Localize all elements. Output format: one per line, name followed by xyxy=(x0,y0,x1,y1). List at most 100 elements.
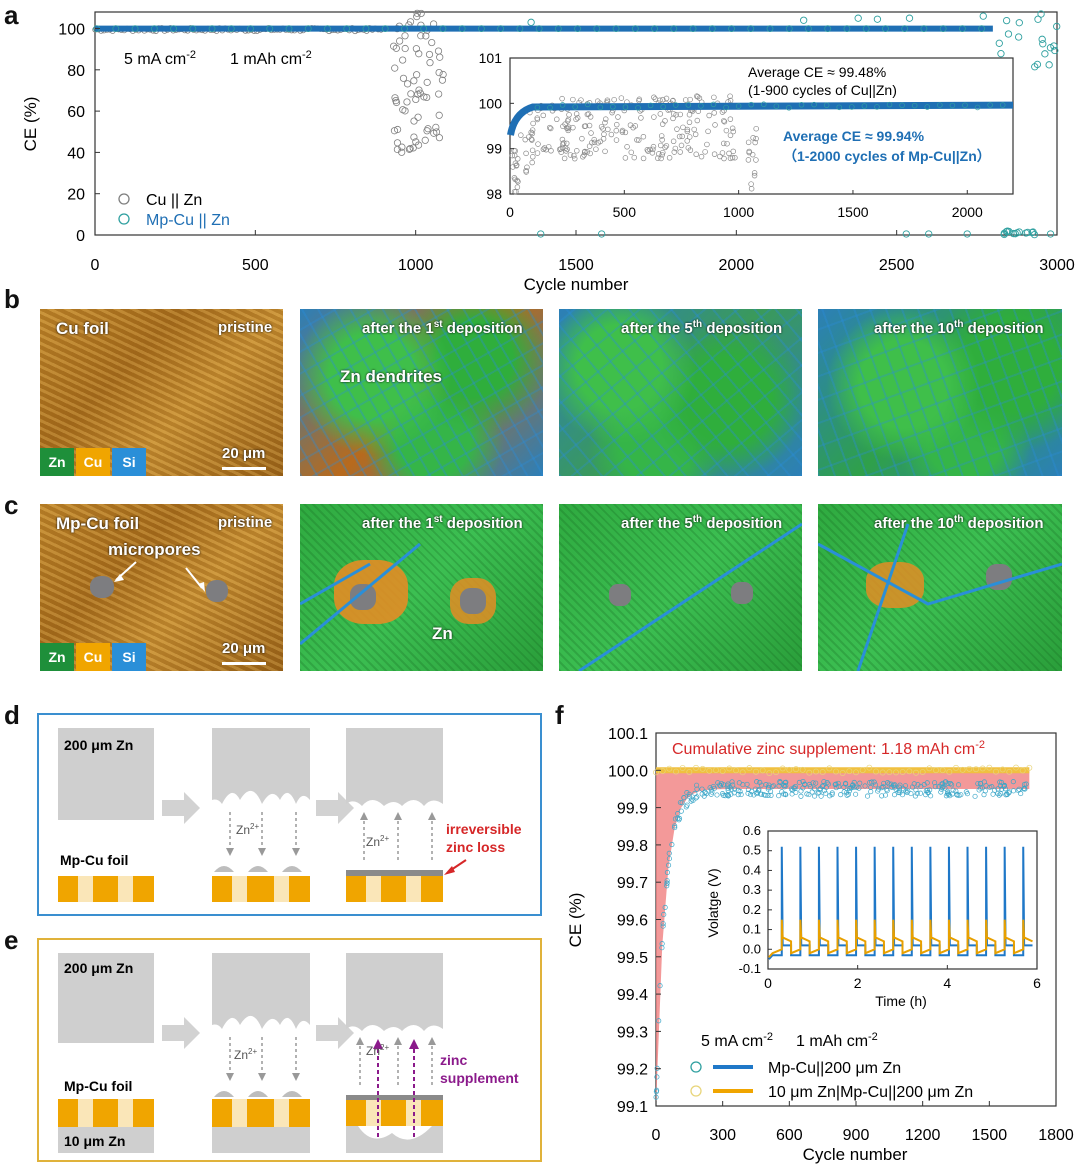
chart-a-inset-point-cu xyxy=(717,153,723,160)
chart-a-ytick-label: 0 xyxy=(76,228,85,245)
chart-f-point-2 xyxy=(953,764,959,771)
chart-f-point-1 xyxy=(676,815,683,822)
chart-f-point-1 xyxy=(654,1074,660,1080)
chart-f-point-1 xyxy=(715,780,721,786)
chart-f-point-1 xyxy=(862,783,868,789)
schematic-e-ion-1: Zn2+ xyxy=(234,1047,257,1062)
chart-f-point-1 xyxy=(821,779,827,785)
chart-f-point-1 xyxy=(914,790,920,797)
chart-a-point-cu xyxy=(413,9,421,17)
chart-f-inset-xtick-label: 4 xyxy=(943,975,951,991)
sem-b-pristine: Cu foil pristine Zn Cu Si 20 μm xyxy=(40,309,283,476)
chart-a-inset-point-cu xyxy=(571,152,577,159)
chart-a-point-cu xyxy=(414,113,422,121)
chart-a-inset-frame xyxy=(509,57,1014,195)
chart-f-xtick-label: 300 xyxy=(709,1127,736,1144)
chart-f-point-1 xyxy=(891,792,898,798)
chart-f-point-1 xyxy=(1001,783,1007,789)
chart-a-inset-point-cu xyxy=(622,155,629,161)
chart-a-point-mpcu xyxy=(1004,30,1013,38)
chart-a-inset-point-cu xyxy=(548,147,554,154)
chart-a-inset-point-cu xyxy=(628,149,635,156)
chart-a-inset-point-cu xyxy=(528,129,534,136)
chart-f-point-1 xyxy=(702,789,708,795)
chart-f-point-1 xyxy=(699,786,705,792)
chart-a-inset-point-cu xyxy=(694,117,701,124)
micropore-2 xyxy=(206,580,228,602)
chart-a-inset-point-cu xyxy=(618,95,625,101)
chart-a-inset-point-cu xyxy=(534,150,541,156)
chart-a-inset-xtick-label: 500 xyxy=(613,204,637,220)
sem-c-title: Mp-Cu foil xyxy=(56,514,140,533)
chart-a-inset-point-mpcu xyxy=(874,104,880,110)
chart-a-inset-point-mpcu xyxy=(622,104,629,110)
schematic-e-supp-line2: supplement xyxy=(440,1070,519,1086)
chart-f-point-2 xyxy=(793,766,799,773)
chart-f-point-2 xyxy=(919,769,926,776)
chart-f-point-1 xyxy=(683,804,689,810)
chart-a-inset-point-mpcu xyxy=(786,105,792,111)
chart-a-point-mpcu xyxy=(1038,35,1046,43)
chart-f-point-1 xyxy=(893,786,899,792)
chart-a-inset-point-cu xyxy=(573,111,580,117)
chart-f-point-1 xyxy=(998,779,1005,785)
chart-f-point-1 xyxy=(681,795,687,801)
chart-a-point-mpcu xyxy=(537,230,545,238)
chart-a-inset-point-cu xyxy=(647,146,653,153)
chart-f-inset-xtick-label: 6 xyxy=(1033,975,1041,991)
chart-f-point-1 xyxy=(923,788,929,794)
chart-a-inset-point-mpcu xyxy=(647,102,654,109)
chart-a-inset-point-cu xyxy=(686,134,693,140)
chart-a-inset-point-cu xyxy=(588,130,594,136)
chart-f-point-1 xyxy=(948,781,954,787)
chart-a-inset-point-cu xyxy=(600,126,606,132)
chart-f-point-1 xyxy=(732,786,738,792)
chart-f-point-2 xyxy=(1006,768,1013,775)
chart-f-inset-ytick-label: 0.1 xyxy=(743,922,761,937)
chart-f-point-1 xyxy=(940,780,946,786)
chart-a-ytick-label: 100 xyxy=(58,22,85,39)
chart-f-inset-ytick-label: 0.2 xyxy=(743,902,761,917)
chart-a-point-mpcu xyxy=(535,25,543,33)
chart-a-inset-point-cu xyxy=(749,151,756,158)
chart-a-point-mpcu xyxy=(862,25,870,33)
sem-c-5th: after the 5th deposition xyxy=(559,504,802,671)
chart-f-ytick-label: 99.9 xyxy=(617,801,648,818)
chart-a-point-mpcu xyxy=(131,25,139,33)
chart-a-point-mpcu xyxy=(574,25,582,33)
chart-f-point-1 xyxy=(950,787,956,793)
schematic-d-foil-label: Mp-Cu foil xyxy=(60,852,128,868)
chart-a-point-cu xyxy=(407,90,415,98)
chart-f-point-1 xyxy=(854,784,860,790)
chart-a-inset-point-mpcu xyxy=(899,102,905,109)
chart-a-point-mpcu xyxy=(882,25,889,33)
chart-f-point-2 xyxy=(673,768,679,775)
chart-f-point-2 xyxy=(973,766,979,773)
chart-a-inset-point-cu xyxy=(578,97,584,103)
chart-a-inset-point-cu xyxy=(721,118,728,125)
chart-f-point-1 xyxy=(945,790,951,796)
chart-f-point-1 xyxy=(729,779,735,785)
chart-a-inset-point-cu xyxy=(655,155,661,161)
chart-a-inset-point-mpcu xyxy=(547,104,553,111)
chart-a-inset-point-cu xyxy=(613,127,620,134)
chart-f-point-1 xyxy=(897,790,903,796)
chart-a-inset-xtick-label: 1500 xyxy=(837,204,868,220)
sem-c-pristine: Mp-Cu foil pristine micropores Zn Cu Si … xyxy=(40,504,283,671)
chart-a-inset-point-cu xyxy=(684,126,691,133)
sem-b-dendrites-label: Zn dendrites xyxy=(340,367,443,386)
chart-f-point-1 xyxy=(679,800,685,806)
chart-a-inset-point-cu xyxy=(591,139,598,146)
chart-a-inset-point-cu xyxy=(518,132,524,138)
chart-f-point-1 xyxy=(987,784,993,790)
chart-a-point-cu xyxy=(434,47,443,55)
chart-a-inset-point-cu xyxy=(574,148,580,154)
chart-f-point-2 xyxy=(873,768,879,775)
chart-f-point-2 xyxy=(786,766,793,773)
schematic-d-ion-2: Zn2+ xyxy=(366,834,389,849)
chart-a-point-cu xyxy=(435,111,443,119)
chart-a-inset-point-cu xyxy=(529,159,535,166)
chart-a-point-cu xyxy=(421,136,429,144)
chart-f-point-1 xyxy=(1002,786,1008,792)
chart-a-current: 5 mA cm-2 xyxy=(124,49,196,68)
